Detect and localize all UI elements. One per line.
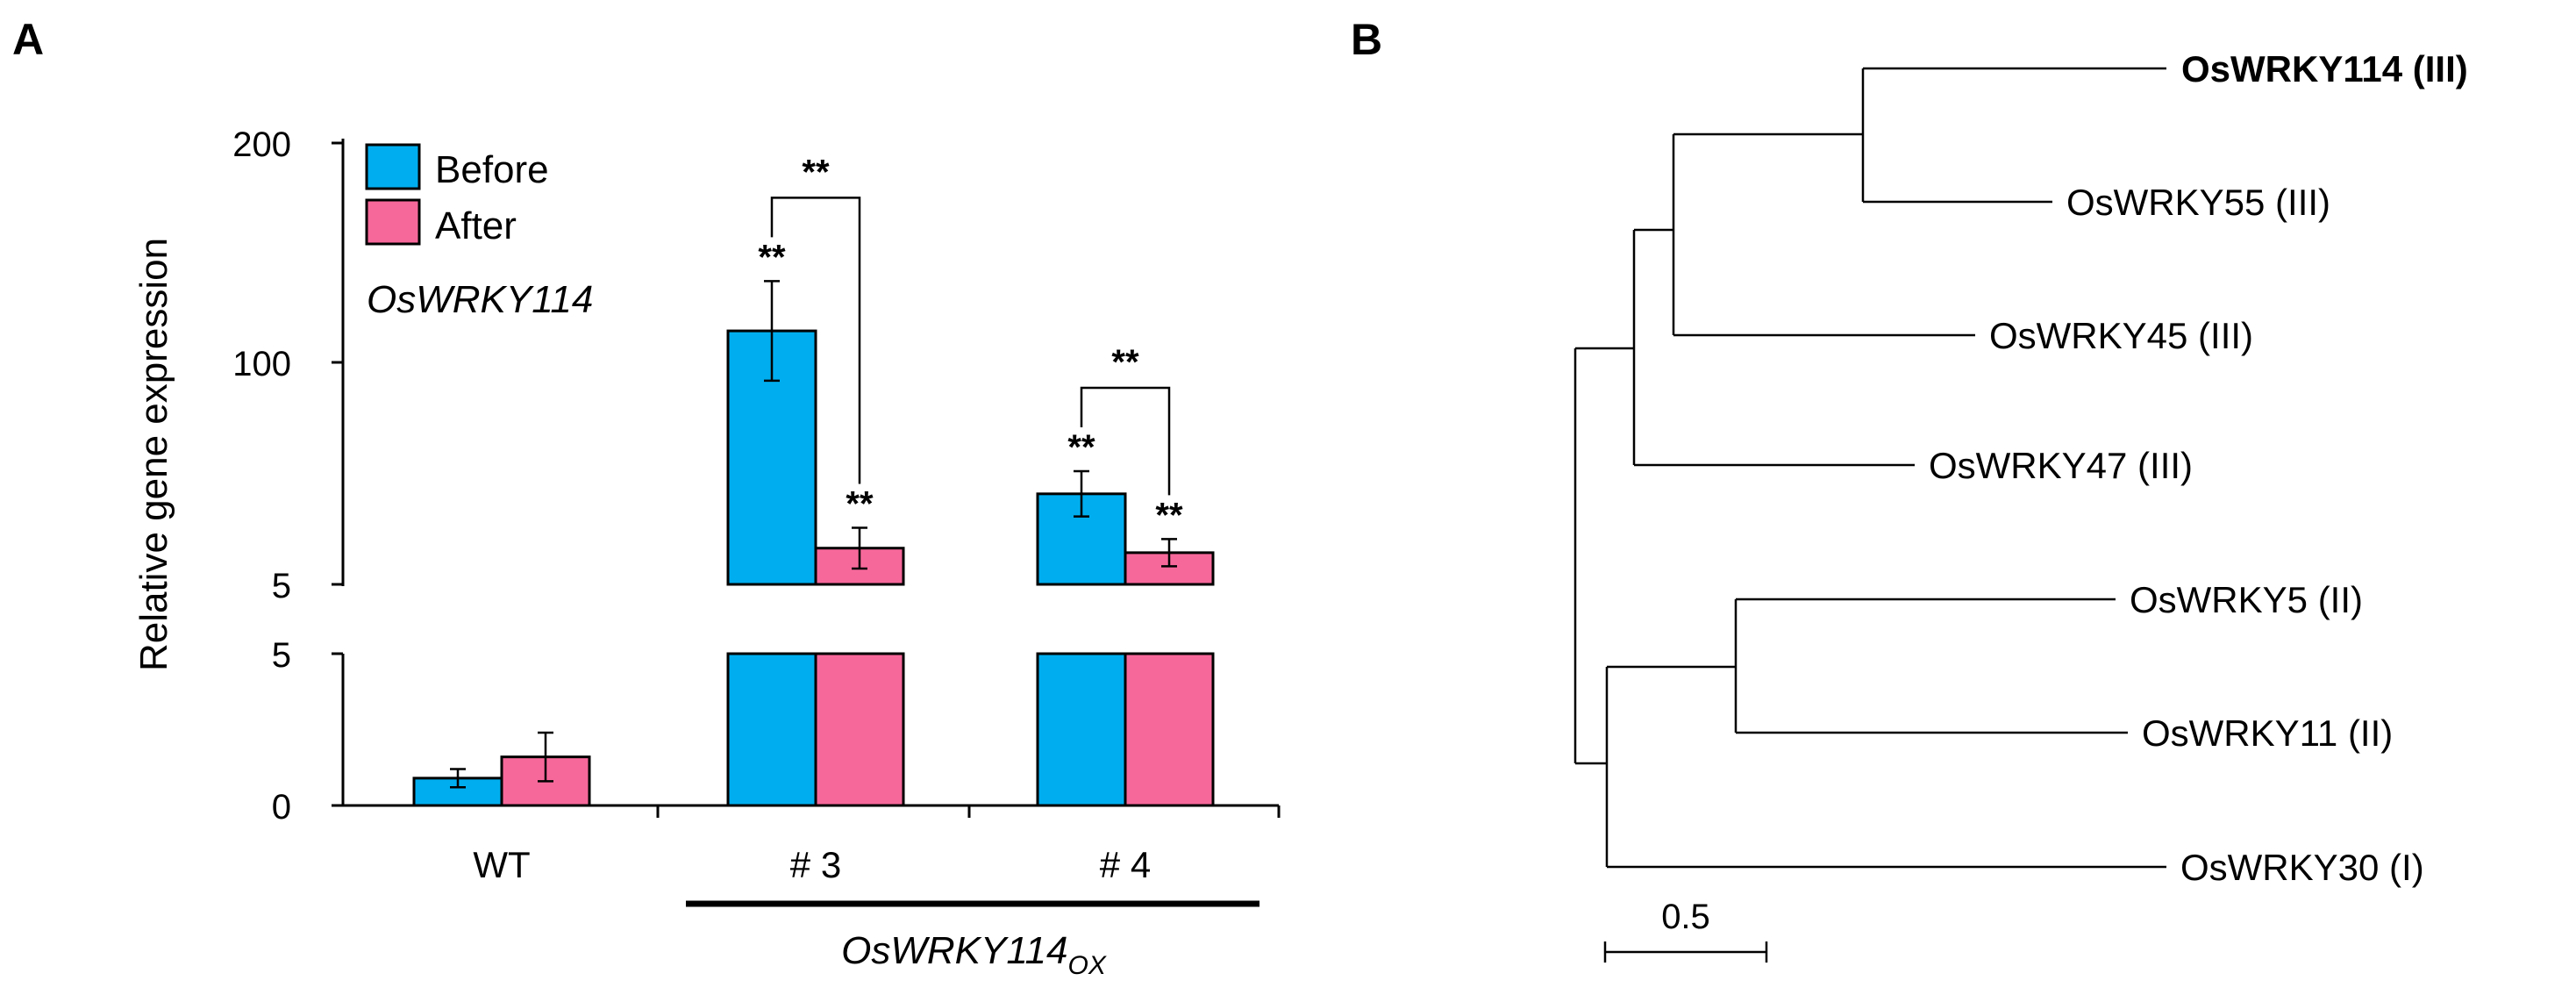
tree-leaf-oswrky55: OsWRKY55 (III)	[2066, 182, 2330, 223]
legend-label-before: Before	[435, 148, 549, 191]
tree-leaf-oswrky11: OsWRKY11 (II)	[2142, 712, 2393, 754]
significance-label: **	[758, 238, 786, 276]
x-tick-label-wt: WT	[473, 844, 530, 885]
significance-label: **	[846, 485, 874, 524]
bar-chart: Relative gene expression 200 100 5 5 0 W…	[132, 125, 1281, 980]
significance-label: **	[1155, 496, 1183, 534]
legend-swatch-after	[365, 198, 421, 246]
bar-before-lower	[1036, 652, 1127, 807]
tree-leaf-oswrky30: OsWRKY30 (I)	[2180, 847, 2424, 888]
y-tick-label: 5	[272, 567, 291, 605]
y-tick-label: 5	[272, 636, 291, 675]
y-tick-label: 0	[272, 788, 291, 827]
legend-label-after: After	[435, 204, 517, 247]
comparison-significance: **	[1111, 343, 1139, 382]
bars-group: ** ** ** ** ** **	[412, 153, 1215, 807]
x-tick-label-line4: # 4	[1100, 844, 1151, 885]
tree-leaf-oswrky114: OsWRKY114 (III)	[2181, 48, 2468, 89]
phylogenetic-tree: OsWRKY114 (III) OsWRKY55 (III) OsWRKY45 …	[1573, 48, 2468, 963]
bar-after-lower	[814, 652, 905, 807]
comparison-bracket	[770, 197, 861, 484]
group-label-main: OsWRKY114	[841, 929, 1067, 972]
tree-leaf-oswrky47: OsWRKY47 (III)	[1929, 445, 2193, 486]
group-label-subscript: OX	[1068, 951, 1107, 980]
comparison-significance: **	[802, 153, 830, 191]
bar-before-lower	[726, 652, 817, 807]
legend-swatch-before	[365, 143, 421, 190]
tree-leaf-oswrky45: OsWRKY45 (III)	[1989, 315, 2253, 356]
y-tick-label: 100	[232, 345, 291, 383]
scale-bar-label: 0.5	[1661, 898, 1710, 936]
comparison-bracket	[1080, 386, 1171, 496]
gene-title: OsWRKY114	[367, 278, 593, 321]
tree-leaf-oswrky5: OsWRKY5 (II)	[2130, 579, 2363, 620]
panel-a-label: A	[12, 15, 44, 64]
group-label: OsWRKY114OX	[841, 929, 1107, 980]
x-tick-label-line3: # 3	[790, 844, 841, 885]
significance-label: **	[1067, 428, 1095, 467]
bar-after-lower	[1124, 652, 1215, 807]
panel-b-label: B	[1351, 15, 1382, 64]
y-axis-label: Relative gene expression	[132, 238, 175, 671]
y-tick-label: 200	[232, 125, 291, 164]
